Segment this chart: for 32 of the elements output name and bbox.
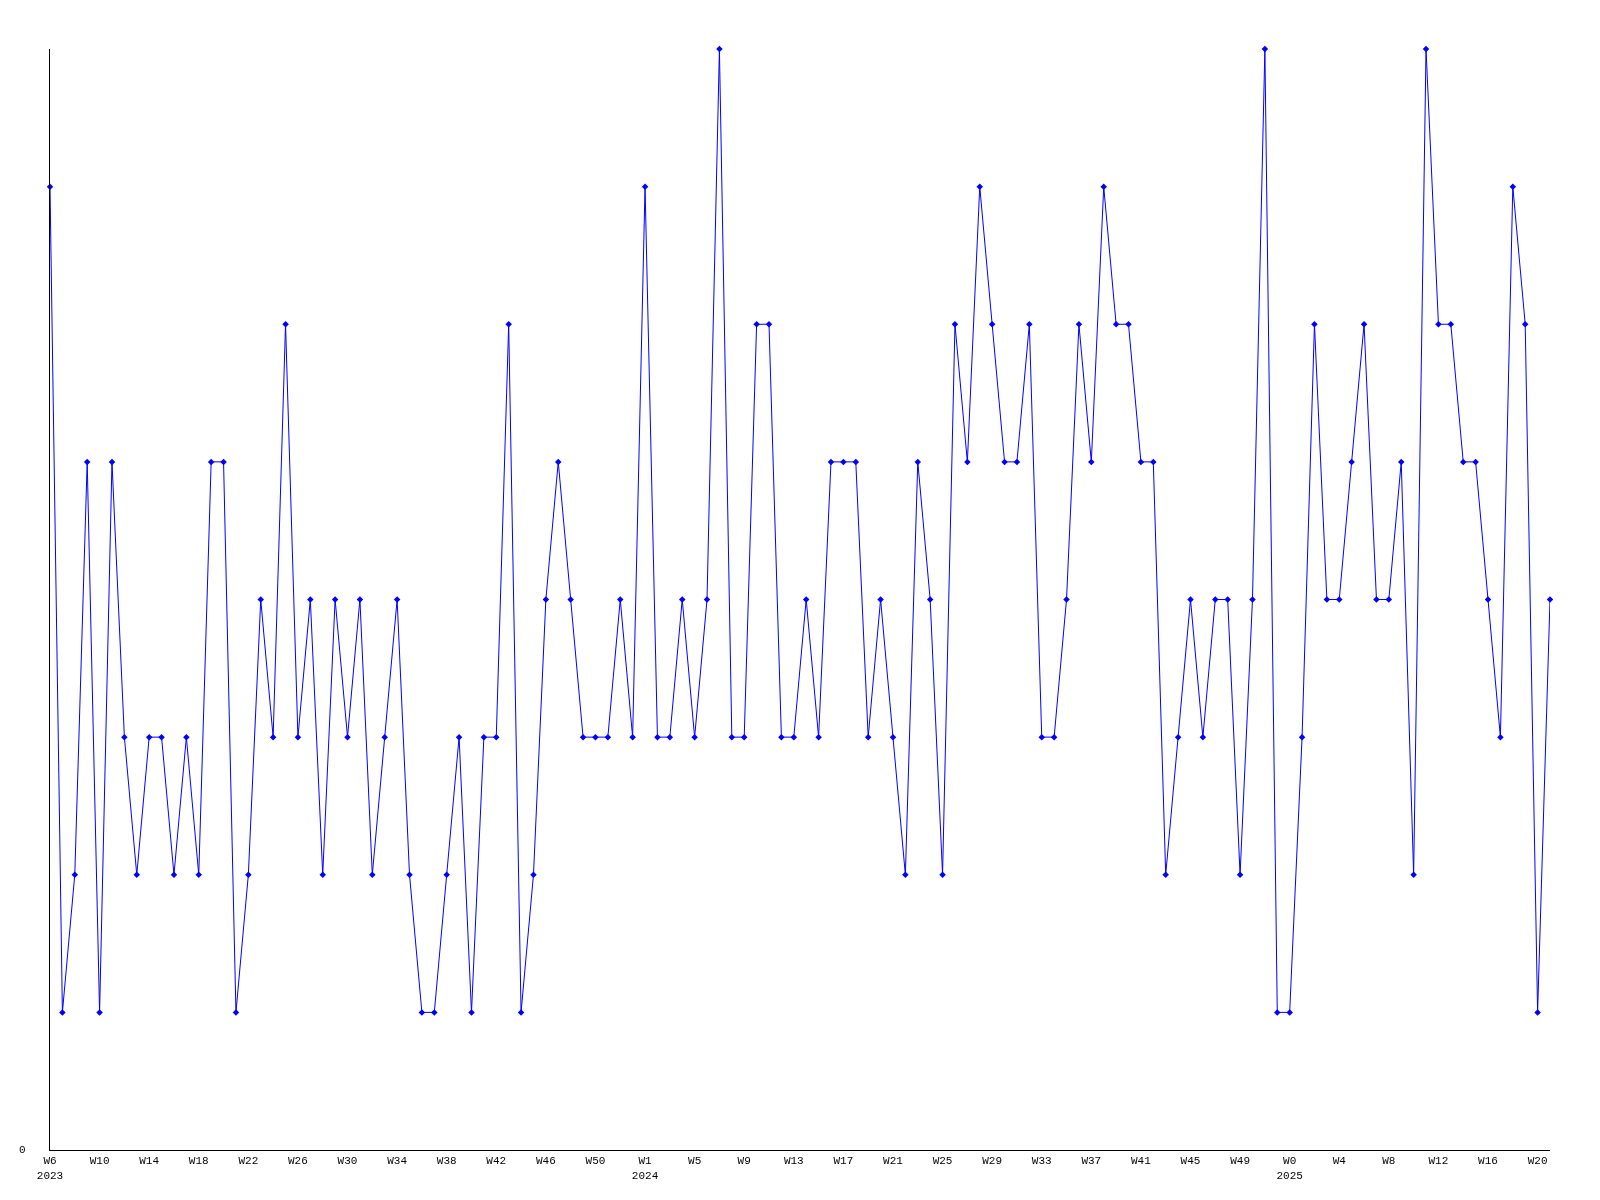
x-tick-label: W46 (535, 1155, 556, 1168)
x-tick-label: W14 (139, 1155, 160, 1168)
x-tick-label: W8 (1382, 1155, 1396, 1168)
x-tick-label: W10 (89, 1155, 110, 1168)
x-tick-label: W0 2025 (1276, 1155, 1303, 1182)
x-tick-label: W18 (188, 1155, 209, 1168)
x-tick-label: W45 (1180, 1155, 1201, 1168)
x-tick-label: W33 (1031, 1155, 1052, 1168)
x-tick-label: W30 (337, 1155, 358, 1168)
x-tick-label: W34 (387, 1155, 408, 1168)
x-tick-label: W25 (932, 1155, 953, 1168)
x-tick-label: W22 (238, 1155, 259, 1168)
x-tick-label: W4 (1332, 1155, 1347, 1168)
x-tick-label: W16 (1478, 1155, 1498, 1168)
x-tick-label: W41 (1131, 1155, 1152, 1168)
x-tick-label: W50 (585, 1155, 606, 1168)
x-tick-label: W42 (486, 1155, 507, 1168)
x-tick-label: W37 (1081, 1155, 1102, 1168)
x-tick-label: W6 2023 (36, 1155, 64, 1182)
x-tick-label: W1 2024 (631, 1155, 659, 1182)
x-tick-label: W12 (1428, 1155, 1449, 1168)
x-tick-label: W20 (1527, 1155, 1548, 1168)
text: 0 (19, 1144, 26, 1156)
x-tick-label: W17 (833, 1155, 854, 1168)
x-tick-label: W49 (1230, 1155, 1250, 1168)
x-tick-label: W5 (688, 1155, 702, 1168)
x-tick-label: W9 (737, 1155, 751, 1168)
x-tick-label: W13 (783, 1155, 804, 1168)
x-tick-label: W26 (288, 1155, 308, 1168)
x-tick-label: W29 (982, 1155, 1003, 1168)
x-tick-label: W21 (883, 1155, 904, 1168)
x-tick-label: W38 (436, 1155, 457, 1168)
